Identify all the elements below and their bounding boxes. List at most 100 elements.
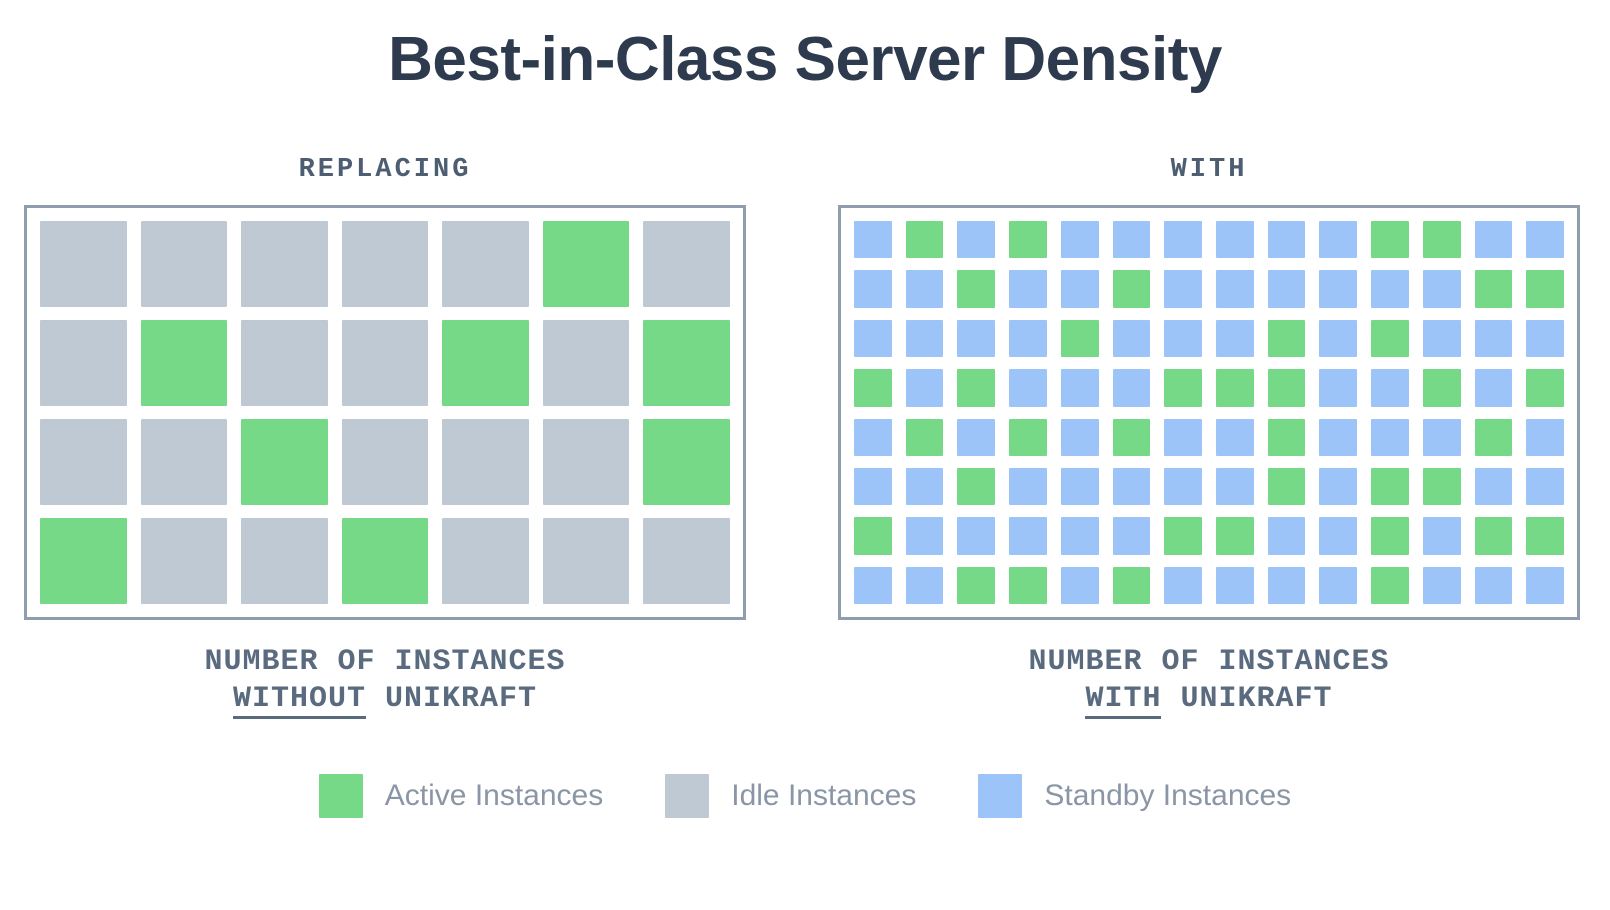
idle-instance-cell [442,419,529,505]
active-instance-cell [1526,369,1564,407]
active-instance-cell [957,270,996,308]
active-instance-cell [542,221,630,307]
standby-instance-cell [1164,467,1202,506]
standby-instance-cell [1112,369,1151,407]
standby-instance-cell [1474,566,1513,604]
standby-instance-cell [1060,369,1099,407]
standby-instance-cell [1371,369,1409,407]
standby-instance-cell [1112,517,1151,555]
standby-instance-cell [1267,270,1306,308]
standby-instance-cell [1526,467,1564,506]
legend-item-active: Active Instances [318,774,603,818]
standby-instance-cell [1422,270,1461,308]
standby-instance-cell [1216,221,1254,259]
legend-label-standby: Standby Instances [1044,779,1292,812]
instance-grid-with-unikraft [838,205,1580,620]
active-instance-cell [1267,369,1306,407]
standby-instance-cell [905,467,944,506]
standby-instance-cell [1474,369,1513,407]
active-instance-cell [905,418,944,456]
standby-instance-cell [905,566,944,604]
idle-instance-cell [341,320,429,406]
standby-instance-cell [1371,418,1409,456]
standby-instance-cell [1319,270,1358,308]
active-instance-cell [341,518,429,604]
active-instance-cell [1526,270,1564,308]
active-instance-cell [40,518,127,604]
standby-instance-cell [854,418,892,456]
active-instance-cell [1267,418,1306,456]
legend: Active Instances Idle Instances Standby … [0,774,1610,818]
active-instance-cell [1371,467,1409,506]
standby-instance-cell [957,319,996,358]
standby-instance-cell [1060,566,1099,604]
standby-instance-cell [1422,319,1461,358]
active-instance-cell [1112,418,1151,456]
active-instance-cell [1422,369,1461,407]
instance-grid-without-unikraft [24,205,746,620]
active-instance-cell [905,221,944,259]
standby-instance-cell [1060,270,1099,308]
standby-instance-cell [1009,319,1047,358]
standby-instance-cell [854,221,892,259]
caption-line1: NUMBER OF INSTANCES [1028,645,1390,679]
caption-emphasis-with: WITH [1085,682,1162,719]
panel-replacing: REPLACING NUMBER OF INSTANCES WITHOUT UN… [24,95,746,719]
standby-instance-cell [1267,517,1306,555]
caption-line2: WITH UNIKRAFT [838,681,1580,719]
standby-instance-cell [1422,566,1461,604]
standby-instance-cell [854,270,892,308]
active-instance-cell [442,320,529,406]
standby-instance-cell [1216,319,1254,358]
standby-instance-cell [1060,221,1099,259]
idle-instance-cell [241,518,328,604]
idle-instance-cell [140,221,228,307]
idle-instance-cell [40,419,127,505]
panel-label-replacing: REPLACING [298,155,472,185]
standby-instance-cell [1319,517,1358,555]
standby-instance-cell [1319,566,1358,604]
active-instance-cell [1009,566,1047,604]
active-instance-cell [1526,517,1564,555]
active-instance-cell [1216,369,1254,407]
active-instance-cell [1267,467,1306,506]
idle-swatch-icon [665,774,710,818]
idle-instance-cell [140,518,228,604]
standby-instance-cell [1164,566,1202,604]
standby-instance-cell [1060,467,1099,506]
active-instance-cell [1009,418,1047,456]
legend-item-standby: Standby Instances [978,774,1291,818]
standby-instance-cell [1319,319,1358,358]
active-instance-cell [140,320,228,406]
active-instance-cell [1112,270,1151,308]
active-instance-cell [1009,221,1047,259]
standby-instance-cell [1526,319,1564,358]
idle-instance-cell [643,518,730,604]
active-instance-cell [1422,221,1461,259]
standby-instance-cell [1267,221,1306,259]
active-instance-cell [957,369,996,407]
legend-label-idle: Idle Instances [731,779,917,812]
active-instance-cell [1267,319,1306,358]
caption-tail: UNIKRAFT [366,682,538,716]
active-instance-cell [241,419,328,505]
idle-instance-cell [542,419,630,505]
panel-with: WITH NUMBER OF INSTANCES WITH UNIKRAFT [838,95,1580,719]
standby-instance-cell [1216,566,1254,604]
standby-instance-cell [854,467,892,506]
standby-instance-cell [1009,517,1047,555]
standby-instance-cell [1267,566,1306,604]
active-instance-cell [1060,319,1099,358]
caption-with-unikraft: NUMBER OF INSTANCES WITH UNIKRAFT [838,644,1580,719]
standby-instance-cell [1422,517,1461,555]
idle-instance-cell [341,419,429,505]
standby-instance-cell [957,221,996,259]
legend-item-idle: Idle Instances [665,774,916,818]
standby-instance-cell [905,517,944,555]
active-instance-cell [1474,517,1513,555]
caption-line2: WITHOUT UNIKRAFT [24,681,746,719]
panels-row: REPLACING NUMBER OF INSTANCES WITHOUT UN… [0,95,1610,719]
active-instance-cell [1474,418,1513,456]
standby-swatch-icon [978,774,1023,818]
standby-instance-cell [1060,418,1099,456]
